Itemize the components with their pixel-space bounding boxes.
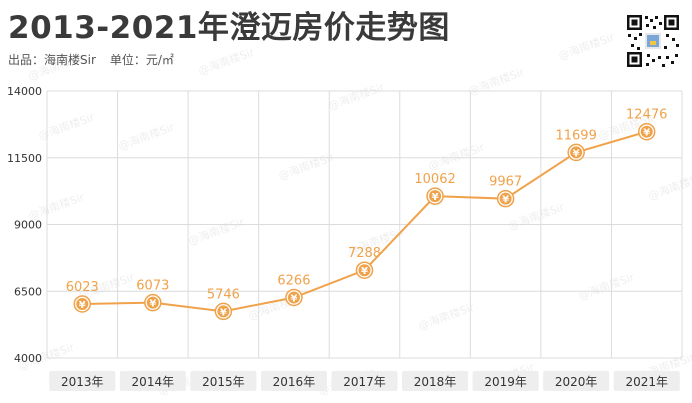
watermark-text: @海南楼Sir — [36, 109, 96, 142]
watermark-text: @海南楼Sir — [556, 29, 616, 62]
x-tick-label: 2015年 — [202, 375, 245, 389]
x-tick-box — [472, 371, 539, 391]
yuan-icon: ¥ — [220, 307, 227, 318]
unit-label: 单位：元/㎡ — [109, 53, 174, 67]
data-point-core — [287, 291, 300, 304]
grid-layer — [46, 90, 683, 359]
x-tick-box — [543, 371, 610, 391]
watermark-text: @海南楼Sir — [466, 64, 526, 97]
source-label: 出品：海南楼Sir — [8, 53, 96, 67]
x-tick-label: 2017年 — [343, 375, 386, 389]
x-tick-box — [49, 371, 116, 391]
data-point-core — [358, 264, 371, 277]
watermark-text: @海南楼Sir — [426, 139, 486, 172]
watermark-text: @海南楼Sir — [116, 119, 176, 152]
yuan-icon: ¥ — [643, 128, 650, 139]
x-tick-box — [331, 371, 398, 391]
series-layer: ¥6023 ¥6073 ¥5746 ¥6266 ¥7288 ¥10062 ¥9967 ¥116… — [66, 108, 667, 321]
y-tick-label: 4000 — [14, 352, 42, 365]
data-label: 11699 — [555, 128, 596, 143]
x-tick-box — [260, 371, 327, 391]
yuan-icon: ¥ — [361, 266, 368, 277]
y-axis: 4000 6500 9000 11500 14000 — [7, 85, 42, 365]
watermark-text: @海南楼Sir — [276, 149, 336, 182]
data-point-core — [146, 296, 159, 309]
chart-title: 2013-2021年澄迈房价走势图 — [8, 10, 450, 46]
yuan-icon: ¥ — [290, 293, 297, 304]
watermark-text: @海南楼Sir — [576, 269, 636, 302]
x-tick-label: 2014年 — [132, 375, 175, 389]
data-label: 10062 — [414, 172, 455, 187]
y-tick-label: 11500 — [7, 152, 42, 165]
qr-code-icon — [626, 14, 680, 68]
data-label: 6023 — [66, 280, 99, 295]
data-label: 9967 — [489, 175, 522, 190]
data-point-core — [429, 190, 442, 203]
y-tick-label: 6500 — [14, 285, 42, 298]
x-tick-box — [402, 371, 469, 391]
data-label: 6266 — [277, 273, 310, 288]
data-label: 7288 — [348, 246, 381, 261]
watermark-text: @海南楼Sir — [196, 44, 256, 77]
subtitle-row: 出品：海南楼Sir 单位：元/㎡ — [8, 51, 174, 68]
data-point-core — [217, 305, 230, 318]
y-tick-label: 9000 — [14, 219, 42, 232]
x-tick-label: 2016年 — [273, 375, 316, 389]
watermark-text: @海南楼Sir — [506, 199, 566, 232]
x-tick-box — [119, 371, 186, 391]
data-label: 5746 — [207, 287, 240, 302]
y-tick-label: 14000 — [7, 85, 42, 98]
yuan-icon: ¥ — [432, 192, 439, 203]
x-tick-label: 2018年 — [414, 375, 457, 389]
data-point-core — [570, 146, 583, 159]
yuan-icon: ¥ — [79, 300, 86, 311]
x-tick-label: 2021年 — [625, 375, 668, 389]
x-tick-box — [190, 371, 257, 391]
watermark-text: @海南楼Sir — [186, 214, 246, 247]
yuan-icon: ¥ — [502, 195, 509, 206]
x-tick-box — [613, 371, 680, 391]
x-tick-label: 2019年 — [484, 375, 527, 389]
x-tick-label: 2013年 — [61, 375, 104, 389]
data-label: 12476 — [626, 108, 667, 123]
yuan-icon: ¥ — [573, 148, 580, 159]
watermark-text: @海南楼Sir — [326, 79, 386, 112]
watermark-text: @海南楼Sir — [26, 49, 86, 82]
data-point-core — [640, 125, 653, 138]
x-axis: 2013年 2014年 2015年 2016年 2017年 2018年 2019年 2020年… — [49, 371, 680, 391]
data-label: 6073 — [136, 279, 169, 294]
watermark-text: @海南楼Sir — [646, 169, 692, 202]
watermark-text: @海南楼Sir — [416, 299, 476, 332]
x-tick-label: 2020年 — [555, 375, 598, 389]
yuan-icon: ¥ — [149, 299, 156, 310]
data-point-core — [76, 297, 89, 310]
data-point-core — [499, 192, 512, 205]
